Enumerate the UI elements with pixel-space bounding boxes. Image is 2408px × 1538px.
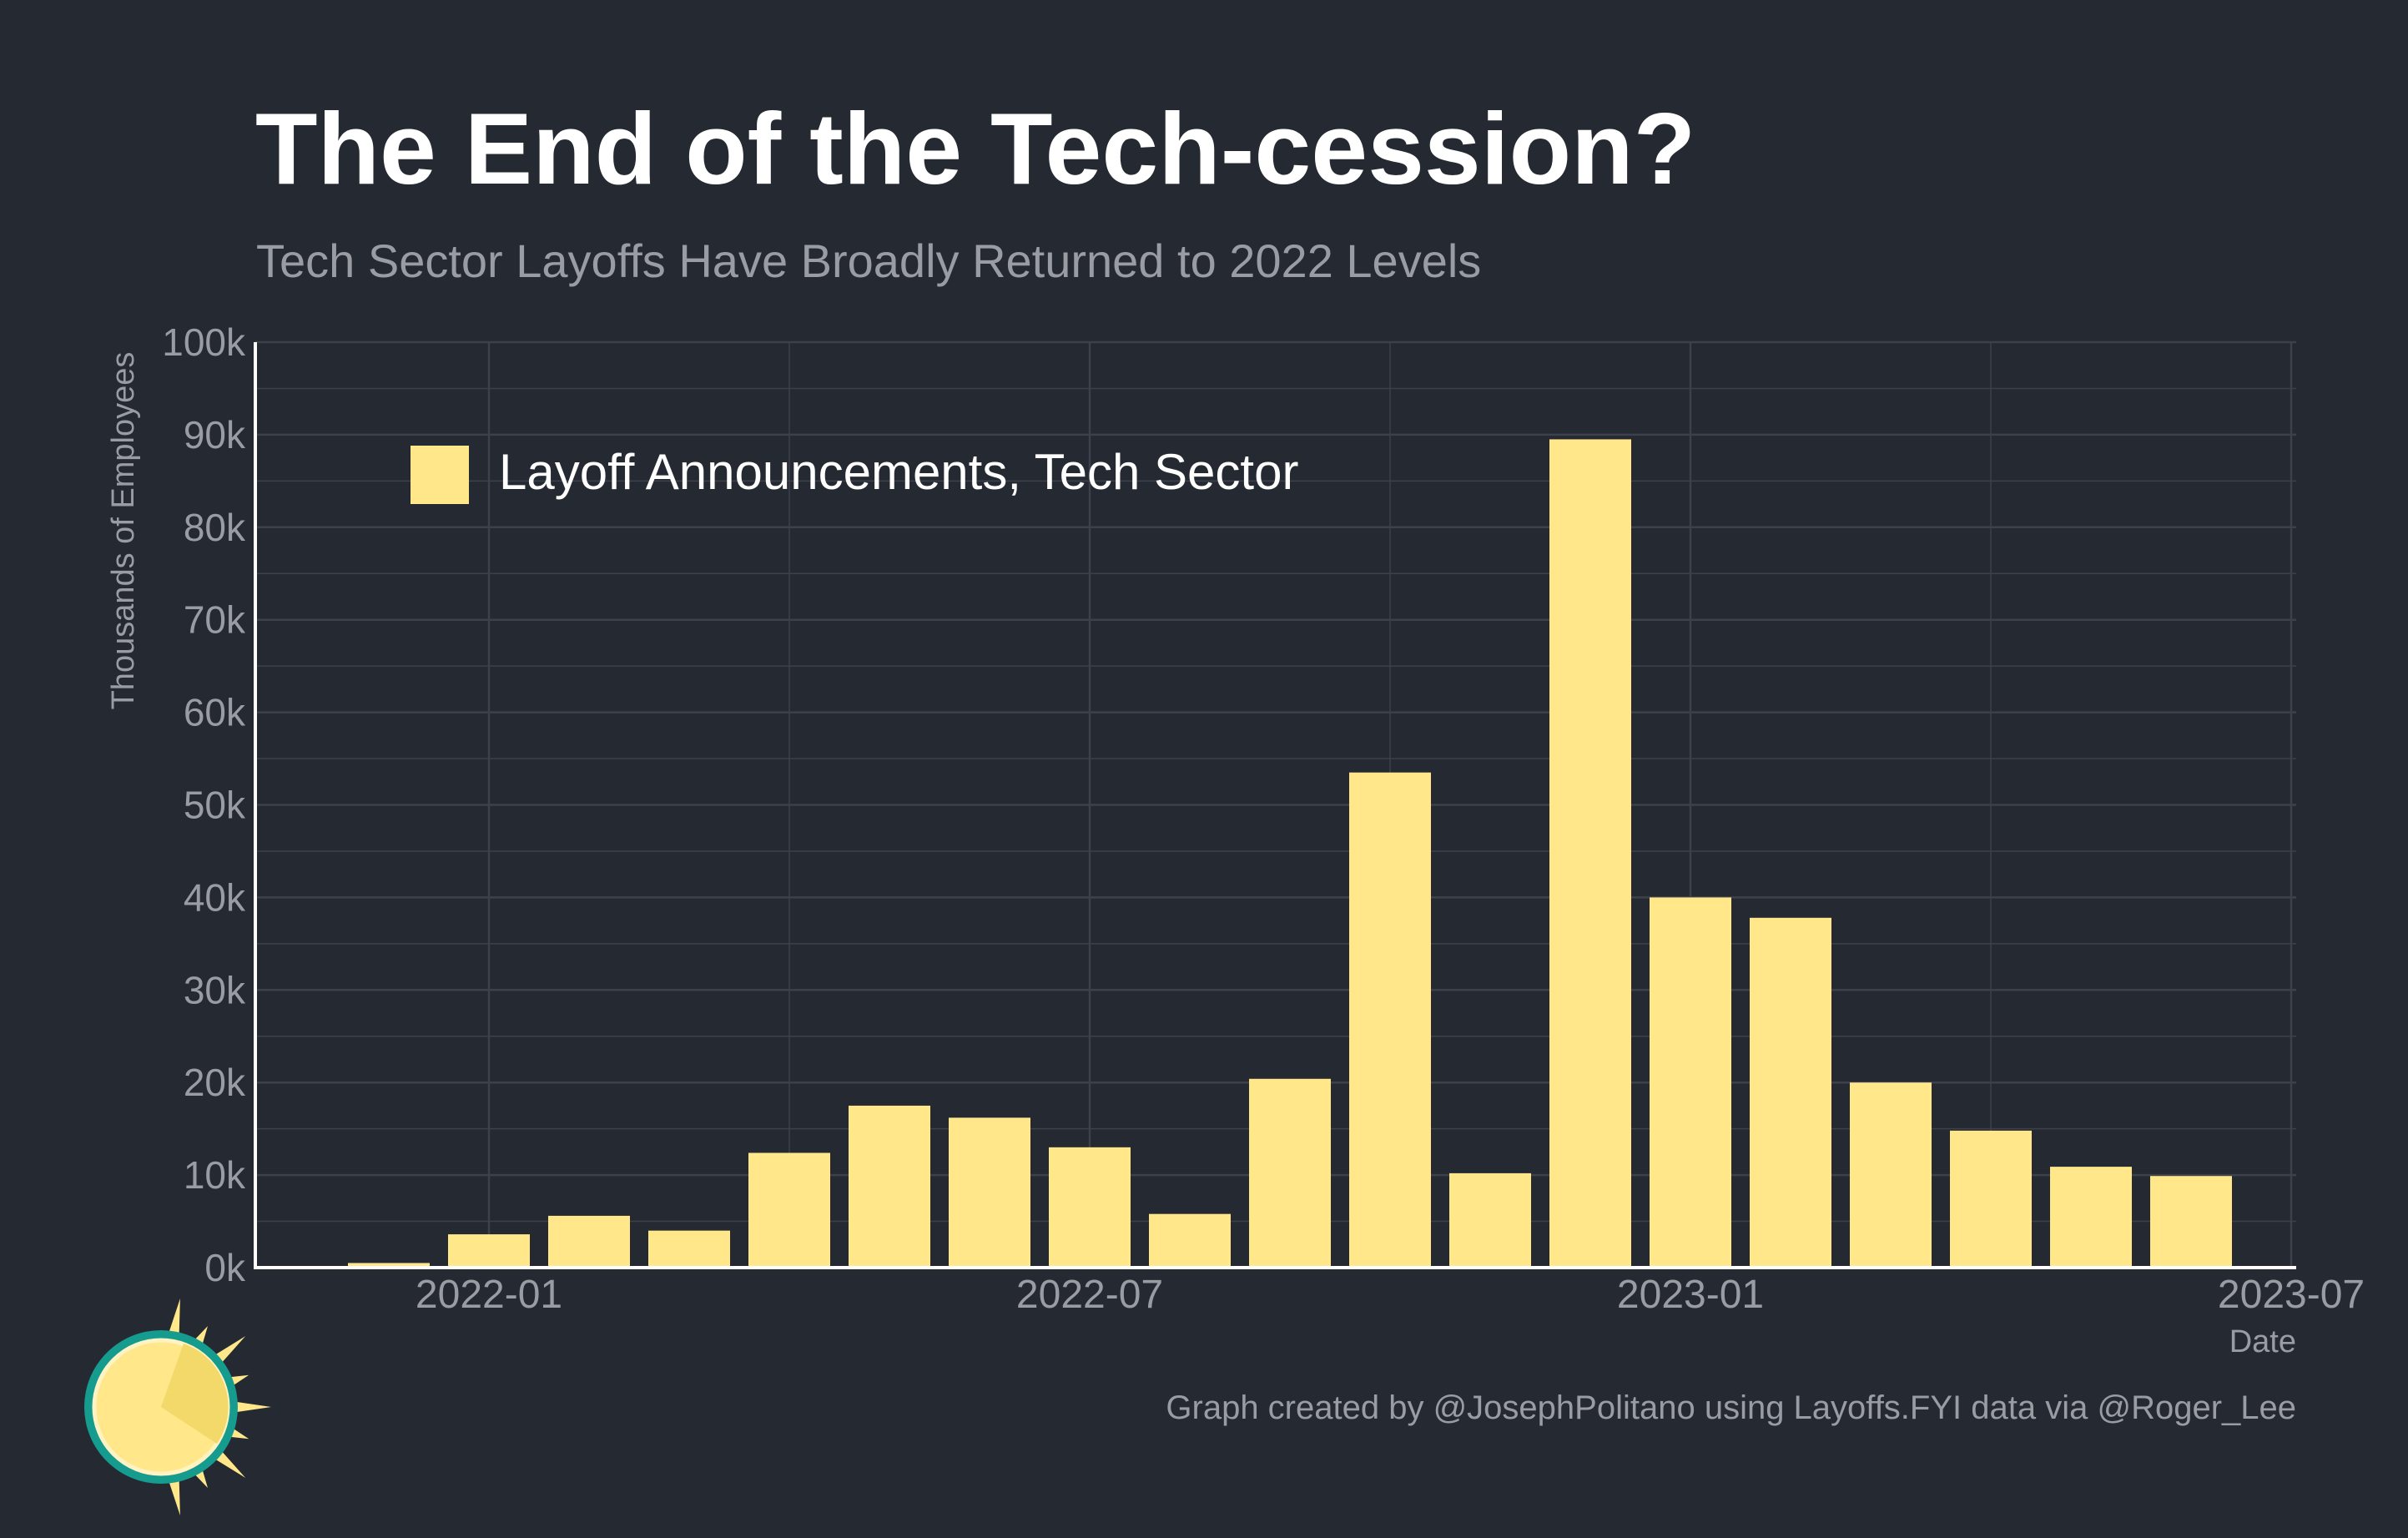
bar-2023-06 <box>2150 1176 2232 1268</box>
legend: Layoff Announcements, Tech Sector <box>411 444 1298 504</box>
bar-2022-11 <box>1449 1172 1531 1268</box>
axes <box>254 342 2296 1269</box>
bar-2022-08 <box>1149 1213 1231 1268</box>
bar-2022-07 <box>1049 1147 1131 1268</box>
bar-2022-06 <box>949 1117 1030 1268</box>
bars <box>348 439 2232 1268</box>
chart-subtitle: Tech Sector Layoffs Have Broadly Returne… <box>256 234 1482 287</box>
sun-shade <box>161 1344 229 1444</box>
x-tick-label: 2022-01 <box>416 1273 562 1317</box>
source-caption: Graph created by @JosephPolitano using L… <box>1166 1389 2296 1426</box>
y-tick-label: 80k <box>184 506 246 549</box>
y-tick-labels: 0k 10k 20k 30k 40k 50k 60k 70k 80k 90k 100k <box>162 320 246 1289</box>
sun-ray <box>166 1473 180 1515</box>
bar-2023-01 <box>1650 897 1731 1268</box>
x-tick-labels: 2022-01 2022-07 2023-01 2023-07 <box>416 1273 2365 1317</box>
bar-2022-05 <box>849 1105 930 1268</box>
bar-2022-02 <box>548 1215 630 1268</box>
sun-logo-icon <box>84 1298 271 1515</box>
bar-2022-03 <box>648 1230 730 1268</box>
y-tick-label: 0k <box>204 1246 246 1289</box>
y-tick-label: 90k <box>184 413 246 456</box>
legend-label: Layoff Announcements, Tech Sector <box>499 444 1298 500</box>
x-tick-label: 2023-07 <box>2218 1273 2365 1317</box>
y-axis-label: Thousands of Employees <box>106 352 141 710</box>
x-tick-label: 2022-07 <box>1016 1273 1163 1317</box>
legend-swatch <box>411 446 469 504</box>
bar-2021-12 <box>348 1263 430 1268</box>
y-tick-label: 20k <box>184 1061 246 1104</box>
x-axis-label: Date <box>2229 1324 2296 1359</box>
bar-2023-05 <box>2050 1167 2132 1268</box>
y-tick-label: 100k <box>162 320 246 364</box>
bar-2022-04 <box>748 1152 830 1268</box>
bar-2022-12 <box>1549 439 1631 1268</box>
bar-2023-04 <box>1950 1130 2032 1268</box>
grid-lines <box>255 340 2296 1269</box>
chart-title: The End of the Tech-cession? <box>255 92 1696 205</box>
y-tick-label: 60k <box>184 691 246 734</box>
y-tick-label: 30k <box>184 968 246 1011</box>
y-tick-label: 40k <box>184 875 246 919</box>
bar-2022-10 <box>1349 772 1431 1268</box>
bar-2023-02 <box>1750 917 1831 1268</box>
bar-2022-09 <box>1249 1078 1331 1268</box>
sun-ray <box>166 1298 180 1341</box>
y-tick-label: 10k <box>184 1153 246 1197</box>
bar-2022-01 <box>448 1234 530 1268</box>
bar-2023-03 <box>1850 1082 1932 1268</box>
y-tick-label: 70k <box>184 598 246 642</box>
x-tick-label: 2023-01 <box>1617 1273 1764 1317</box>
y-tick-label: 50k <box>184 784 246 827</box>
sun-ray <box>229 1400 271 1414</box>
